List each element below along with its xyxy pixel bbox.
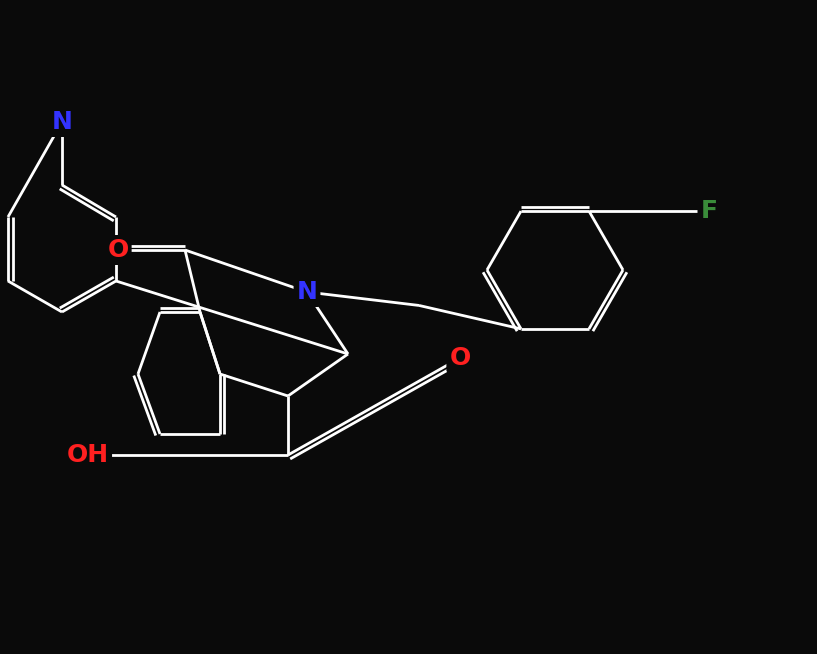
Text: N: N (51, 110, 73, 134)
Text: O: O (449, 346, 471, 370)
Text: O: O (107, 238, 128, 262)
Text: F: F (700, 199, 717, 223)
Text: OH: OH (67, 443, 109, 467)
Text: N: N (297, 280, 318, 304)
